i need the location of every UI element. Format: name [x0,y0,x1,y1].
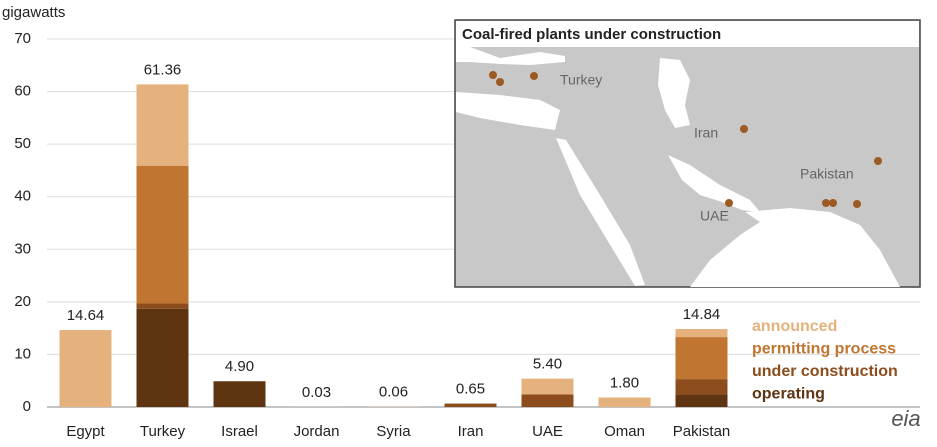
bars: 14.64 Egypt 61.36 Turkey 4.90 Israel 0.03 Jorda… [59,61,731,440]
bar-segment [136,303,189,309]
bar-segment [675,394,728,407]
bar-segment [521,394,574,407]
grid: 0 10 20 30 40 50 60 70 [14,30,920,415]
y-axis-label: gigawatts [2,4,65,21]
bar-segment [675,337,728,380]
y-tick-label: 0 [23,398,31,415]
arabian-sea [690,208,900,287]
bar-segment [136,84,189,166]
red-sea [556,138,645,286]
total-label: 5.40 [533,356,562,373]
y-tick-label: 40 [14,188,31,205]
caspian-sea [658,58,690,128]
legend-entry: operating [752,386,825,403]
total-label: 0.65 [456,381,485,398]
map-label: Pakistan [800,166,854,182]
y-tick-label: 60 [14,83,31,100]
x-tick-label: Israel [221,423,258,440]
legend-entry: permitting process [752,341,896,358]
x-tick-label: Iran [458,423,484,440]
x-tick-label: Turkey [140,423,186,440]
bar-segment [213,381,266,407]
bar-segment [675,328,728,338]
x-tick-label: Egypt [66,423,105,440]
bar-segment [521,378,574,395]
y-tick-label: 30 [14,240,31,257]
x-tick-label: Syria [376,423,411,440]
mediterranean [456,92,560,130]
y-tick-label: 70 [14,30,31,47]
bar-segment [136,165,189,304]
bar-segment [444,403,497,407]
total-label: 14.84 [683,306,721,323]
total-label: 4.90 [225,358,254,375]
total-label: 61.36 [144,61,182,78]
y-tick-label: 50 [14,135,31,152]
logo: eia [891,406,920,431]
inset-map: Coal-fired plants under construction Tur… [454,19,921,288]
y-tick-label: 10 [14,345,31,362]
map-header [456,21,919,47]
bar-segment [675,379,728,395]
map-label: UAE [700,208,729,224]
total-label: 0.03 [302,384,331,401]
total-label: 14.64 [67,307,105,324]
total-label: 0.06 [379,384,408,401]
x-tick-label: Jordan [294,423,340,440]
bar-segment [136,308,189,407]
map-title: Coal-fired plants under construction [462,26,721,43]
persian-gulf [668,155,760,212]
legend-entry: under construction [752,363,898,380]
map-label: Turkey [560,72,602,88]
x-tick-label: Oman [604,423,645,440]
legend: operating under construction permitting pr… [752,318,898,403]
x-tick-label: Pakistan [673,423,731,440]
x-tick-label: UAE [532,423,563,440]
black-sea [456,47,565,65]
map-label: Iran [694,125,718,141]
plant-dots [489,71,882,208]
bar-segment [598,397,651,407]
legend-entry: announced [752,318,837,335]
y-tick-label: 20 [14,293,31,310]
total-label: 1.80 [610,375,639,392]
bar-segment [59,330,112,407]
